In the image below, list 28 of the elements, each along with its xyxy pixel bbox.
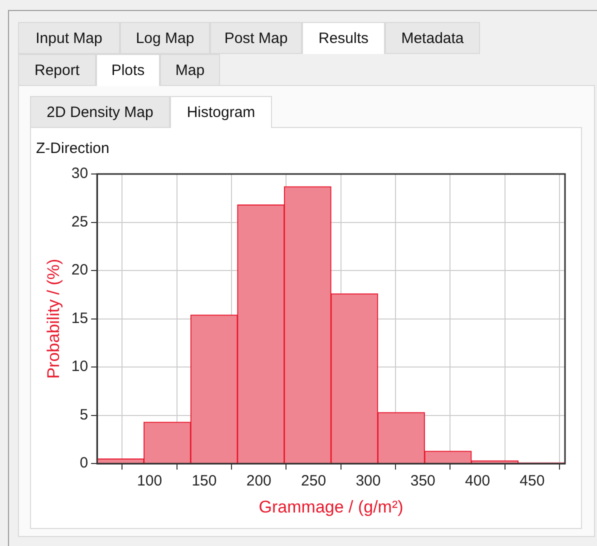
- x-tick-label: 450: [520, 472, 545, 490]
- y-tick-label: 0: [80, 454, 88, 472]
- tab: Plots: [96, 54, 160, 86]
- tab: Results: [302, 22, 385, 54]
- tab: Metadata: [385, 22, 480, 54]
- y-tick-label: 5: [80, 406, 88, 424]
- x-tick-label: 200: [246, 472, 272, 490]
- x-tick-label: 150: [192, 472, 217, 490]
- tab: Post Map: [210, 22, 302, 54]
- y-tick-label: 25: [71, 213, 88, 230]
- y-tick-label: 20: [71, 262, 88, 279]
- y-tick-label: 15: [71, 310, 88, 327]
- tab: Input Map: [18, 22, 120, 54]
- x-tick-label: 100: [137, 472, 162, 490]
- tab: Log Map: [120, 22, 210, 54]
- x-tick-label: 300: [356, 472, 381, 490]
- chart-title: Z-Direction: [36, 140, 110, 157]
- x-axis-title: Grammage / (g/m²): [258, 497, 404, 516]
- x-tick-label: 250: [301, 472, 326, 490]
- tab: Report: [18, 54, 96, 86]
- y-tick-label: 10: [71, 358, 88, 376]
- tab: Map: [160, 54, 220, 86]
- x-tick-label: 400: [465, 472, 490, 490]
- x-tick-label: 350: [410, 472, 436, 490]
- y-tick-label: 30: [71, 165, 88, 182]
- tab: 2D Density Map: [30, 96, 170, 128]
- tab: Histogram: [170, 96, 272, 128]
- y-axis-title: Probability / (%): [44, 258, 63, 379]
